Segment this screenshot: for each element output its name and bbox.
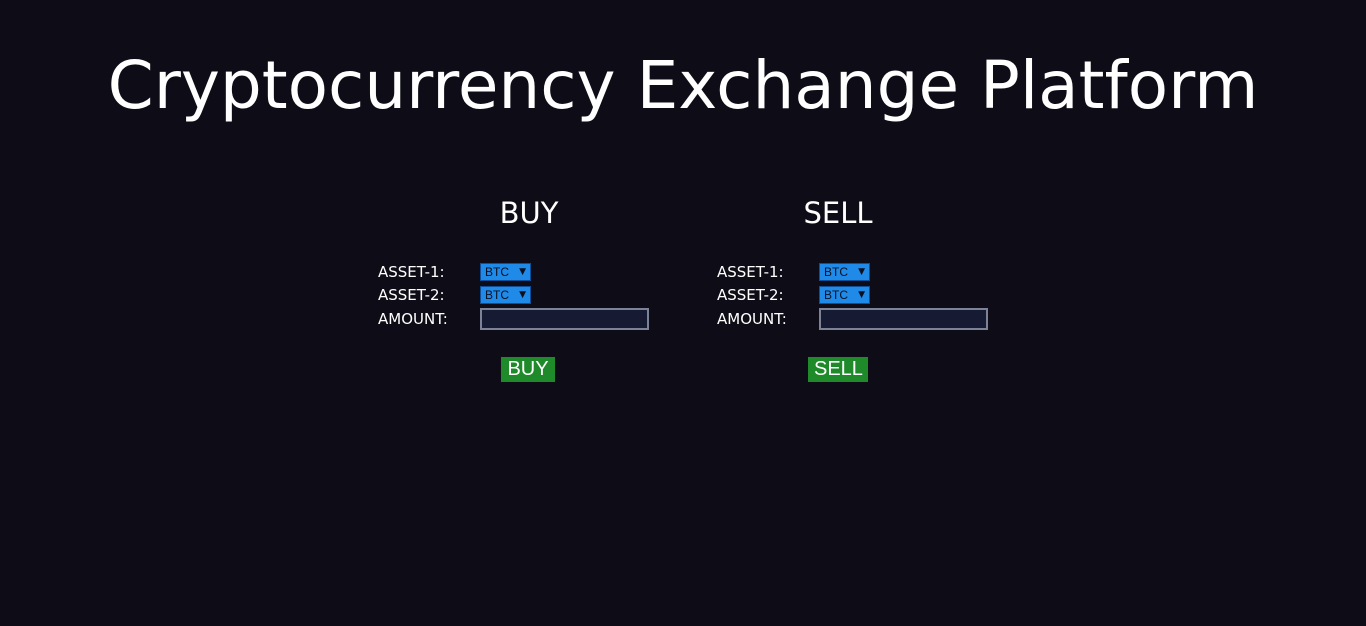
sell-asset1-row: ASSET-1: BTC ▼ [717, 262, 870, 282]
sell-asset2-row: ASSET-2: BTC ▼ [717, 285, 870, 305]
buy-asset1-label: ASSET-1: [378, 263, 445, 281]
page-title: Cryptocurrency Exchange Platform [107, 47, 1259, 124]
sell-amount-label: AMOUNT: [717, 310, 787, 328]
buy-asset1-row: ASSET-1: BTC ▼ [378, 262, 531, 282]
chevron-down-icon: ▼ [858, 290, 865, 300]
sell-amount-input[interactable] [819, 308, 988, 330]
buy-amount-label: AMOUNT: [378, 310, 448, 328]
sell-asset1-value: BTC [824, 265, 848, 279]
buy-asset2-label: ASSET-2: [378, 286, 445, 304]
buy-asset2-value: BTC [485, 288, 509, 302]
chevron-down-icon: ▼ [519, 290, 526, 300]
sell-heading: SELL [803, 196, 873, 230]
buy-asset2-select[interactable]: BTC ▼ [480, 286, 531, 304]
chevron-down-icon: ▼ [858, 267, 865, 277]
sell-asset2-select[interactable]: BTC ▼ [819, 286, 870, 304]
sell-asset1-select[interactable]: BTC ▼ [819, 263, 870, 281]
chevron-down-icon: ▼ [519, 267, 526, 277]
buy-asset1-select[interactable]: BTC ▼ [480, 263, 531, 281]
sell-button[interactable]: SELL [808, 357, 868, 382]
buy-amount-row: AMOUNT: [378, 308, 649, 330]
buy-asset1-value: BTC [485, 265, 509, 279]
buy-amount-input[interactable] [480, 308, 649, 330]
sell-asset2-label: ASSET-2: [717, 286, 784, 304]
buy-heading: BUY [499, 196, 559, 230]
buy-asset2-row: ASSET-2: BTC ▼ [378, 285, 531, 305]
buy-button[interactable]: BUY [501, 357, 555, 382]
sell-amount-row: AMOUNT: [717, 308, 988, 330]
sell-asset2-value: BTC [824, 288, 848, 302]
sell-asset1-label: ASSET-1: [717, 263, 784, 281]
